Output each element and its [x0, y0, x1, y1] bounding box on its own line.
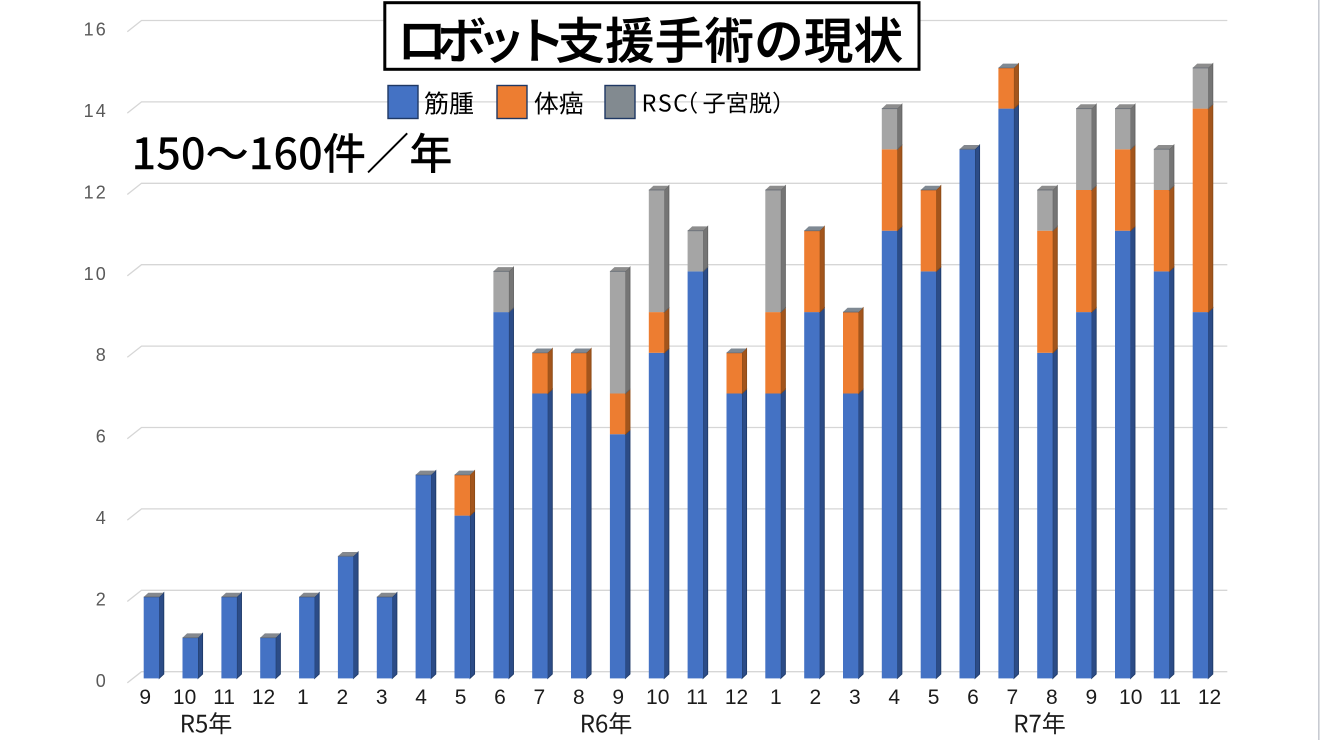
svg-text:5: 5 [455, 686, 467, 709]
svg-text:7: 7 [1007, 686, 1019, 709]
svg-text:11: 11 [1159, 686, 1181, 709]
svg-text:16: 16 [84, 20, 108, 40]
svg-text:4: 4 [415, 686, 427, 709]
svg-text:2: 2 [336, 686, 348, 709]
svg-text:9: 9 [139, 686, 151, 709]
svg-text:10: 10 [173, 686, 196, 709]
svg-text:6: 6 [494, 686, 506, 709]
svg-text:10: 10 [646, 686, 669, 709]
svg-text:6: 6 [967, 686, 979, 709]
svg-text:6: 6 [96, 427, 108, 447]
svg-text:12: 12 [84, 182, 108, 202]
svg-text:9: 9 [1085, 686, 1097, 709]
svg-text:3: 3 [849, 686, 861, 709]
svg-text:12: 12 [725, 686, 748, 709]
svg-text:4: 4 [888, 686, 900, 709]
svg-text:2: 2 [809, 686, 821, 709]
svg-text:1: 1 [297, 686, 309, 709]
svg-text:11: 11 [213, 686, 235, 709]
svg-text:1: 1 [770, 686, 782, 709]
svg-text:3: 3 [376, 686, 388, 709]
svg-text:0: 0 [96, 671, 108, 691]
svg-text:12: 12 [252, 686, 275, 709]
svg-text:11: 11 [686, 686, 708, 709]
svg-text:10: 10 [84, 264, 108, 284]
svg-text:8: 8 [1046, 686, 1058, 709]
svg-text:2: 2 [96, 589, 108, 609]
svg-text:14: 14 [84, 101, 108, 121]
svg-text:5: 5 [928, 686, 940, 709]
svg-text:4: 4 [96, 508, 108, 528]
svg-text:12: 12 [1198, 686, 1221, 709]
svg-text:7: 7 [534, 686, 546, 709]
svg-text:8: 8 [573, 686, 585, 709]
svg-text:9: 9 [612, 686, 624, 709]
svg-text:8: 8 [96, 345, 108, 365]
svg-text:10: 10 [1119, 686, 1142, 709]
